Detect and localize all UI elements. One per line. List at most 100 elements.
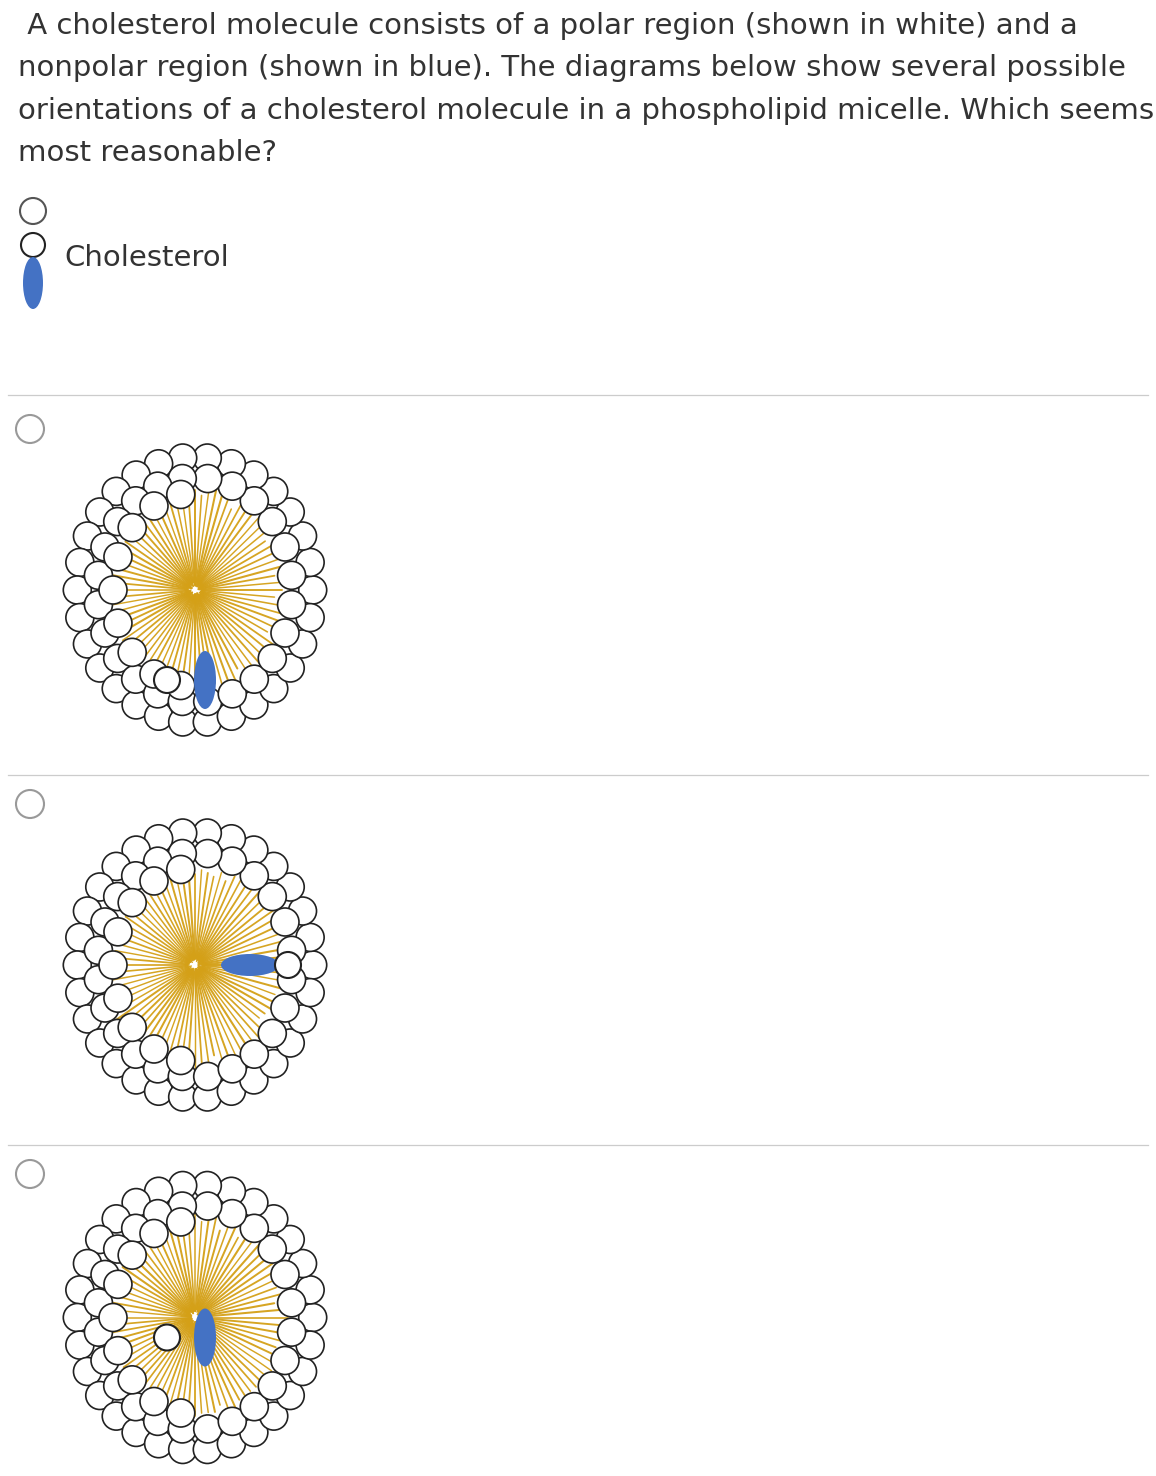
- Circle shape: [143, 1407, 172, 1435]
- Circle shape: [102, 852, 131, 880]
- Circle shape: [258, 1020, 287, 1048]
- Circle shape: [296, 1331, 324, 1359]
- Circle shape: [104, 1020, 132, 1048]
- Circle shape: [271, 533, 299, 561]
- Circle shape: [121, 1215, 150, 1243]
- Circle shape: [86, 654, 113, 682]
- Circle shape: [277, 590, 305, 618]
- Circle shape: [91, 1346, 119, 1374]
- Circle shape: [289, 523, 317, 551]
- Circle shape: [102, 1049, 131, 1077]
- Circle shape: [144, 1430, 172, 1458]
- Circle shape: [193, 708, 221, 737]
- Circle shape: [118, 1241, 146, 1269]
- Circle shape: [66, 1331, 94, 1359]
- Circle shape: [166, 1399, 194, 1427]
- Circle shape: [239, 461, 268, 489]
- Circle shape: [217, 1178, 245, 1206]
- Circle shape: [258, 1371, 287, 1399]
- Circle shape: [258, 508, 287, 536]
- Circle shape: [240, 666, 268, 694]
- Circle shape: [289, 1358, 317, 1386]
- Circle shape: [118, 1365, 146, 1393]
- Circle shape: [260, 1402, 288, 1430]
- Circle shape: [218, 1200, 246, 1228]
- Circle shape: [258, 883, 287, 911]
- Circle shape: [123, 1188, 150, 1216]
- Circle shape: [169, 1063, 197, 1091]
- Circle shape: [239, 1066, 268, 1094]
- Circle shape: [91, 618, 119, 646]
- Circle shape: [86, 1382, 113, 1410]
- Circle shape: [275, 952, 301, 979]
- Circle shape: [194, 1193, 222, 1221]
- Circle shape: [258, 1235, 287, 1263]
- Circle shape: [193, 1436, 221, 1464]
- Circle shape: [104, 1235, 132, 1263]
- Ellipse shape: [194, 651, 216, 708]
- Circle shape: [144, 450, 172, 478]
- Circle shape: [296, 549, 324, 577]
- Circle shape: [217, 1430, 245, 1458]
- Circle shape: [194, 1063, 222, 1091]
- Circle shape: [144, 703, 172, 731]
- Circle shape: [118, 1014, 146, 1042]
- Circle shape: [91, 1261, 119, 1289]
- Circle shape: [277, 1289, 305, 1317]
- Circle shape: [66, 979, 94, 1007]
- Circle shape: [66, 604, 94, 632]
- Circle shape: [276, 1382, 304, 1410]
- Circle shape: [74, 630, 102, 658]
- Circle shape: [276, 654, 304, 682]
- Circle shape: [218, 680, 246, 708]
- Ellipse shape: [194, 1309, 216, 1367]
- Ellipse shape: [23, 257, 43, 308]
- Circle shape: [104, 610, 132, 638]
- Circle shape: [276, 1225, 304, 1253]
- Circle shape: [104, 645, 132, 673]
- Circle shape: [218, 472, 246, 500]
- Circle shape: [66, 924, 94, 952]
- Circle shape: [143, 847, 172, 875]
- Circle shape: [258, 645, 287, 673]
- Circle shape: [91, 993, 119, 1021]
- Circle shape: [169, 1193, 197, 1221]
- Circle shape: [104, 918, 132, 946]
- Circle shape: [271, 1261, 299, 1289]
- Circle shape: [143, 1200, 172, 1228]
- Circle shape: [194, 840, 222, 868]
- Circle shape: [118, 889, 146, 917]
- Circle shape: [121, 666, 150, 694]
- Circle shape: [66, 549, 94, 577]
- Circle shape: [123, 1418, 150, 1446]
- Circle shape: [140, 866, 168, 894]
- Circle shape: [271, 618, 299, 646]
- Circle shape: [296, 924, 324, 952]
- Circle shape: [104, 508, 132, 536]
- Circle shape: [104, 543, 132, 571]
- Circle shape: [271, 1346, 299, 1374]
- Circle shape: [86, 1029, 113, 1057]
- Circle shape: [102, 477, 131, 505]
- Circle shape: [144, 825, 172, 853]
- Circle shape: [276, 1029, 304, 1057]
- Circle shape: [239, 835, 268, 863]
- Circle shape: [217, 1077, 245, 1106]
- Circle shape: [298, 951, 327, 979]
- Text: A cholesterol molecule consists of a polar region (shown in white) and a
nonpola: A cholesterol molecule consists of a pol…: [18, 12, 1154, 167]
- Circle shape: [289, 897, 317, 925]
- Circle shape: [169, 819, 197, 847]
- Circle shape: [84, 936, 112, 964]
- Circle shape: [169, 708, 197, 737]
- Circle shape: [277, 561, 305, 589]
- Circle shape: [104, 1371, 132, 1399]
- Circle shape: [193, 444, 221, 472]
- Circle shape: [123, 461, 150, 489]
- Circle shape: [154, 1324, 180, 1351]
- Circle shape: [84, 1289, 112, 1317]
- Circle shape: [239, 1418, 268, 1446]
- Circle shape: [166, 672, 194, 700]
- Circle shape: [240, 1393, 268, 1421]
- Circle shape: [121, 862, 150, 890]
- Circle shape: [118, 514, 146, 542]
